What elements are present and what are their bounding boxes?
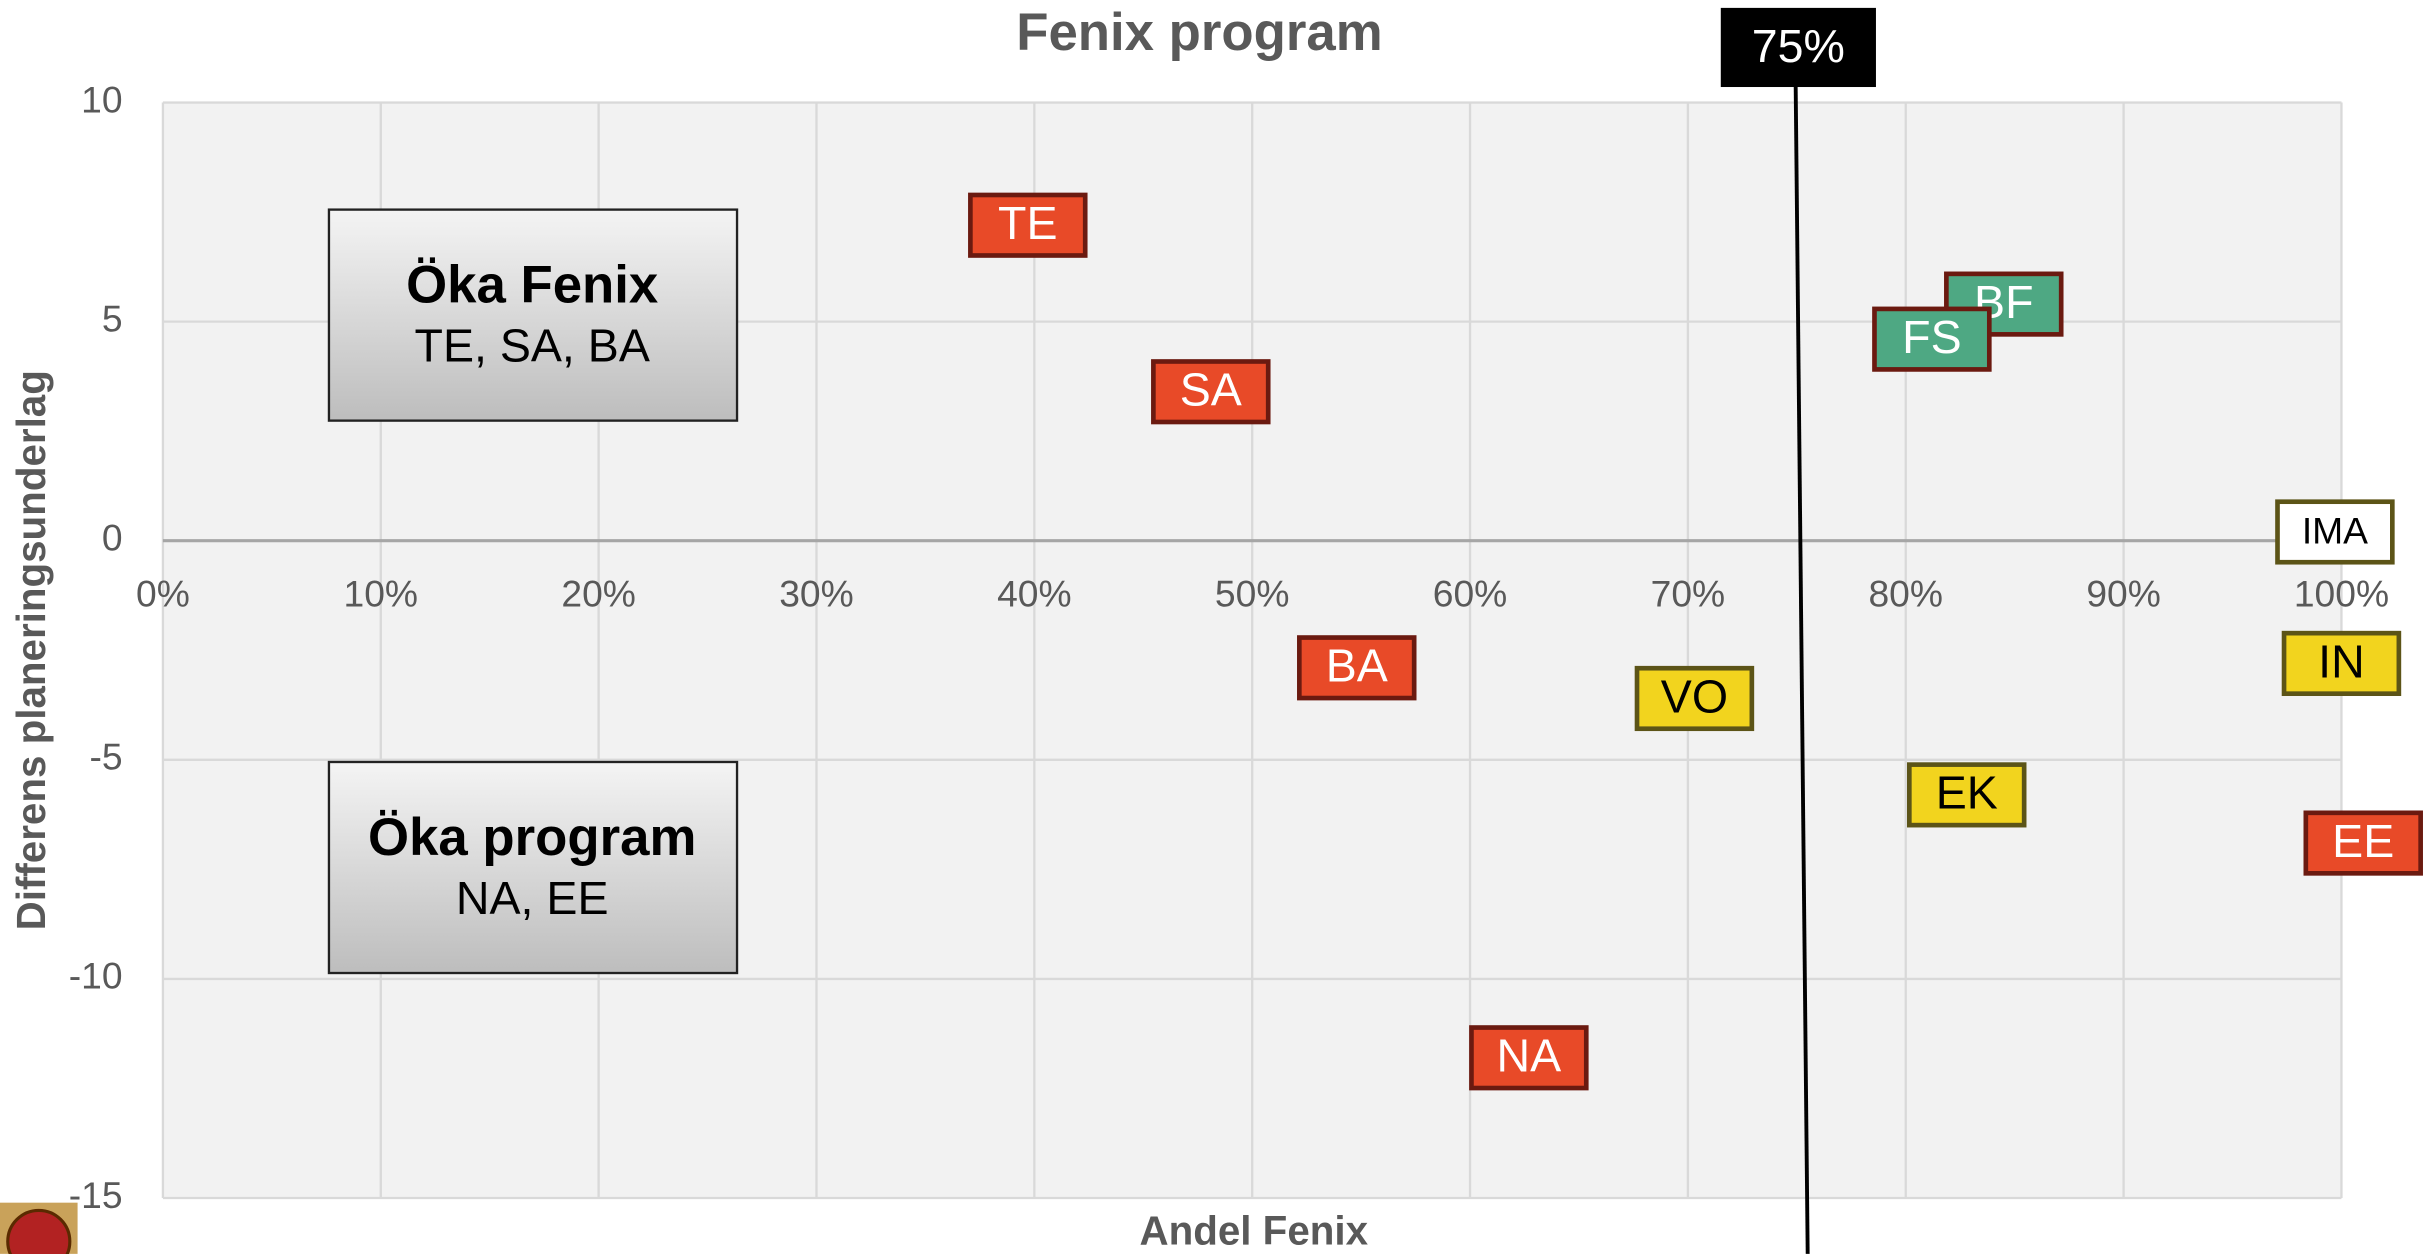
data-label: FS xyxy=(1902,311,1961,363)
data-label: EK xyxy=(1936,767,1998,819)
quadrant-text: NA, EE xyxy=(456,872,609,924)
threshold-line xyxy=(1793,46,1810,1254)
data-label: IMA xyxy=(2302,509,2368,551)
data-point xyxy=(1297,635,1417,701)
data-label: TE xyxy=(998,197,1057,249)
data-label: EE xyxy=(2332,815,2394,867)
x-axis-label: Andel Fenix xyxy=(1139,1207,1368,1253)
x-tick-label: 50% xyxy=(1215,572,1290,614)
logo xyxy=(0,1202,78,1254)
data-point xyxy=(2275,499,2395,565)
data-point xyxy=(2303,810,2423,876)
data-label: BA xyxy=(1326,640,1388,692)
quadrant-title: Öka program xyxy=(368,808,696,867)
data-point xyxy=(2281,630,2402,697)
x-tick-label: 30% xyxy=(779,572,853,614)
quadrant-box xyxy=(327,208,739,422)
threshold-label: 75% xyxy=(1752,20,1845,72)
y-axis-label: Differens planeringsunderlag xyxy=(8,370,54,930)
x-tick-label: 40% xyxy=(997,572,1071,614)
y-tick-label: 5 xyxy=(102,297,123,339)
x-tick-label: 80% xyxy=(1868,572,1943,614)
y-tick-label: 0 xyxy=(102,517,123,559)
y-tick-label: 10 xyxy=(81,78,122,120)
data-point xyxy=(968,192,1088,258)
x-tick-label: 10% xyxy=(344,572,418,614)
chart-title: Fenix program xyxy=(1016,3,1382,62)
data-label: NA xyxy=(1497,1030,1562,1082)
data-point xyxy=(1907,762,2027,828)
data-point xyxy=(1634,665,1755,732)
x-tick-label: 90% xyxy=(2086,572,2161,614)
y-tick-label: -10 xyxy=(69,955,123,997)
data-point xyxy=(1151,359,1271,425)
x-tick-label: 60% xyxy=(1433,572,1507,614)
threshold-label-box xyxy=(1720,7,1876,88)
data-point xyxy=(1872,306,1992,372)
y-tick-label: -5 xyxy=(89,736,122,778)
quadrant-text: TE, SA, BA xyxy=(415,320,650,372)
data-label: SA xyxy=(1180,364,1242,416)
x-tick-label: 20% xyxy=(561,572,636,614)
x-tick-label: 0% xyxy=(136,572,190,614)
quadrant-box xyxy=(327,760,739,975)
x-tick-label: 100% xyxy=(2294,572,2389,614)
data-label: VO xyxy=(1661,670,1728,722)
y-tick-label: -15 xyxy=(69,1174,123,1216)
x-tick-label: 70% xyxy=(1651,572,1726,614)
data-point xyxy=(1469,1025,1589,1091)
quadrant-title: Öka Fenix xyxy=(406,256,658,315)
data-label: IN xyxy=(2318,635,2365,687)
